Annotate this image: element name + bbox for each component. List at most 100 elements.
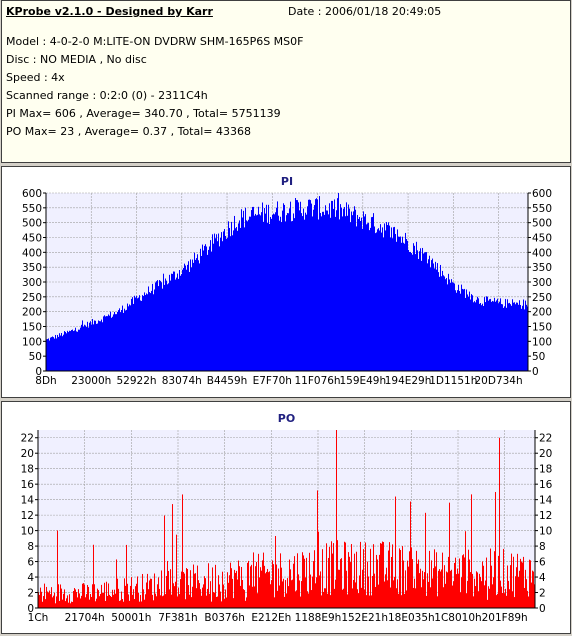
bar [215, 564, 216, 608]
bar [480, 303, 481, 371]
bar [465, 531, 466, 608]
bar [383, 237, 384, 371]
bar [409, 551, 410, 608]
bar [119, 600, 120, 608]
y-tick-label-right: 450 [532, 233, 552, 245]
bar [181, 571, 182, 608]
bar [299, 210, 300, 371]
bar [136, 583, 137, 608]
bar [302, 552, 303, 608]
bar [500, 298, 501, 371]
chart-title: PO [278, 412, 295, 425]
bar [447, 572, 448, 608]
bar [478, 591, 479, 608]
bar [207, 588, 208, 608]
bar [135, 297, 136, 371]
y-tick-label-left: 350 [22, 262, 42, 274]
bar [274, 214, 275, 371]
bar [58, 584, 59, 608]
bar [496, 595, 497, 608]
bar [224, 599, 225, 608]
bar [235, 228, 236, 371]
bar [333, 208, 334, 371]
bar [324, 214, 325, 371]
y-tick-label-right: 12 [539, 510, 552, 522]
bar [215, 238, 216, 371]
bar [478, 298, 479, 371]
bar [498, 555, 499, 608]
bar [466, 593, 467, 608]
y-tick-label-left: 0 [35, 366, 42, 378]
bar [172, 273, 173, 371]
bar [386, 222, 387, 371]
bar [59, 333, 60, 371]
bar [102, 592, 103, 608]
bar [64, 331, 65, 371]
bar [195, 573, 196, 608]
bar [371, 595, 372, 608]
bar [392, 238, 393, 371]
bar [486, 296, 487, 371]
bar [84, 584, 85, 608]
pi-summary-line: PI Max= 606 , Average= 340.70 , Total= 5… [6, 107, 281, 120]
bar [90, 321, 91, 371]
bar [398, 593, 399, 608]
bar [126, 309, 127, 371]
po-summary-line: PO Max= 23 , Average= 0.37 , Total= 4336… [6, 125, 251, 138]
bar [83, 326, 84, 371]
bar [517, 302, 518, 371]
bar [336, 210, 337, 371]
bar [334, 588, 335, 608]
bar [507, 565, 508, 608]
bar [81, 595, 82, 608]
bar [386, 567, 387, 608]
bar [354, 553, 355, 608]
bar [310, 200, 311, 371]
bar [248, 219, 249, 371]
y-tick-label-right: 50 [532, 351, 545, 363]
bar [471, 294, 472, 371]
bar [458, 573, 459, 608]
bar [226, 597, 227, 608]
bar [521, 561, 522, 608]
bar [67, 595, 68, 608]
bar [264, 208, 265, 371]
bar [273, 564, 274, 608]
bar [519, 570, 520, 608]
bar [484, 585, 485, 608]
bar [223, 231, 224, 371]
bar [382, 541, 383, 608]
bar [78, 329, 79, 371]
bar [117, 311, 118, 371]
bar [52, 336, 53, 371]
bar [378, 228, 379, 371]
bar [376, 232, 377, 371]
bar [72, 329, 73, 371]
bar [56, 596, 57, 608]
bar [149, 292, 150, 371]
bar [358, 593, 359, 608]
bar [455, 290, 456, 371]
bar [355, 209, 356, 371]
bar [347, 594, 348, 608]
bar [262, 560, 263, 608]
bar [338, 569, 339, 608]
bar [142, 295, 143, 371]
bar [259, 214, 260, 371]
bar [518, 304, 519, 371]
bar [515, 304, 516, 371]
bar [350, 222, 351, 371]
bar [155, 593, 156, 608]
bar [255, 213, 256, 371]
bar [140, 594, 141, 608]
x-tick-label: E7F70h [253, 375, 292, 387]
bar [69, 594, 70, 608]
bar [418, 258, 419, 371]
bar [148, 286, 149, 371]
bar [332, 553, 333, 608]
bar [332, 200, 333, 371]
bar [305, 577, 306, 608]
bar [202, 244, 203, 371]
bar [451, 279, 452, 371]
